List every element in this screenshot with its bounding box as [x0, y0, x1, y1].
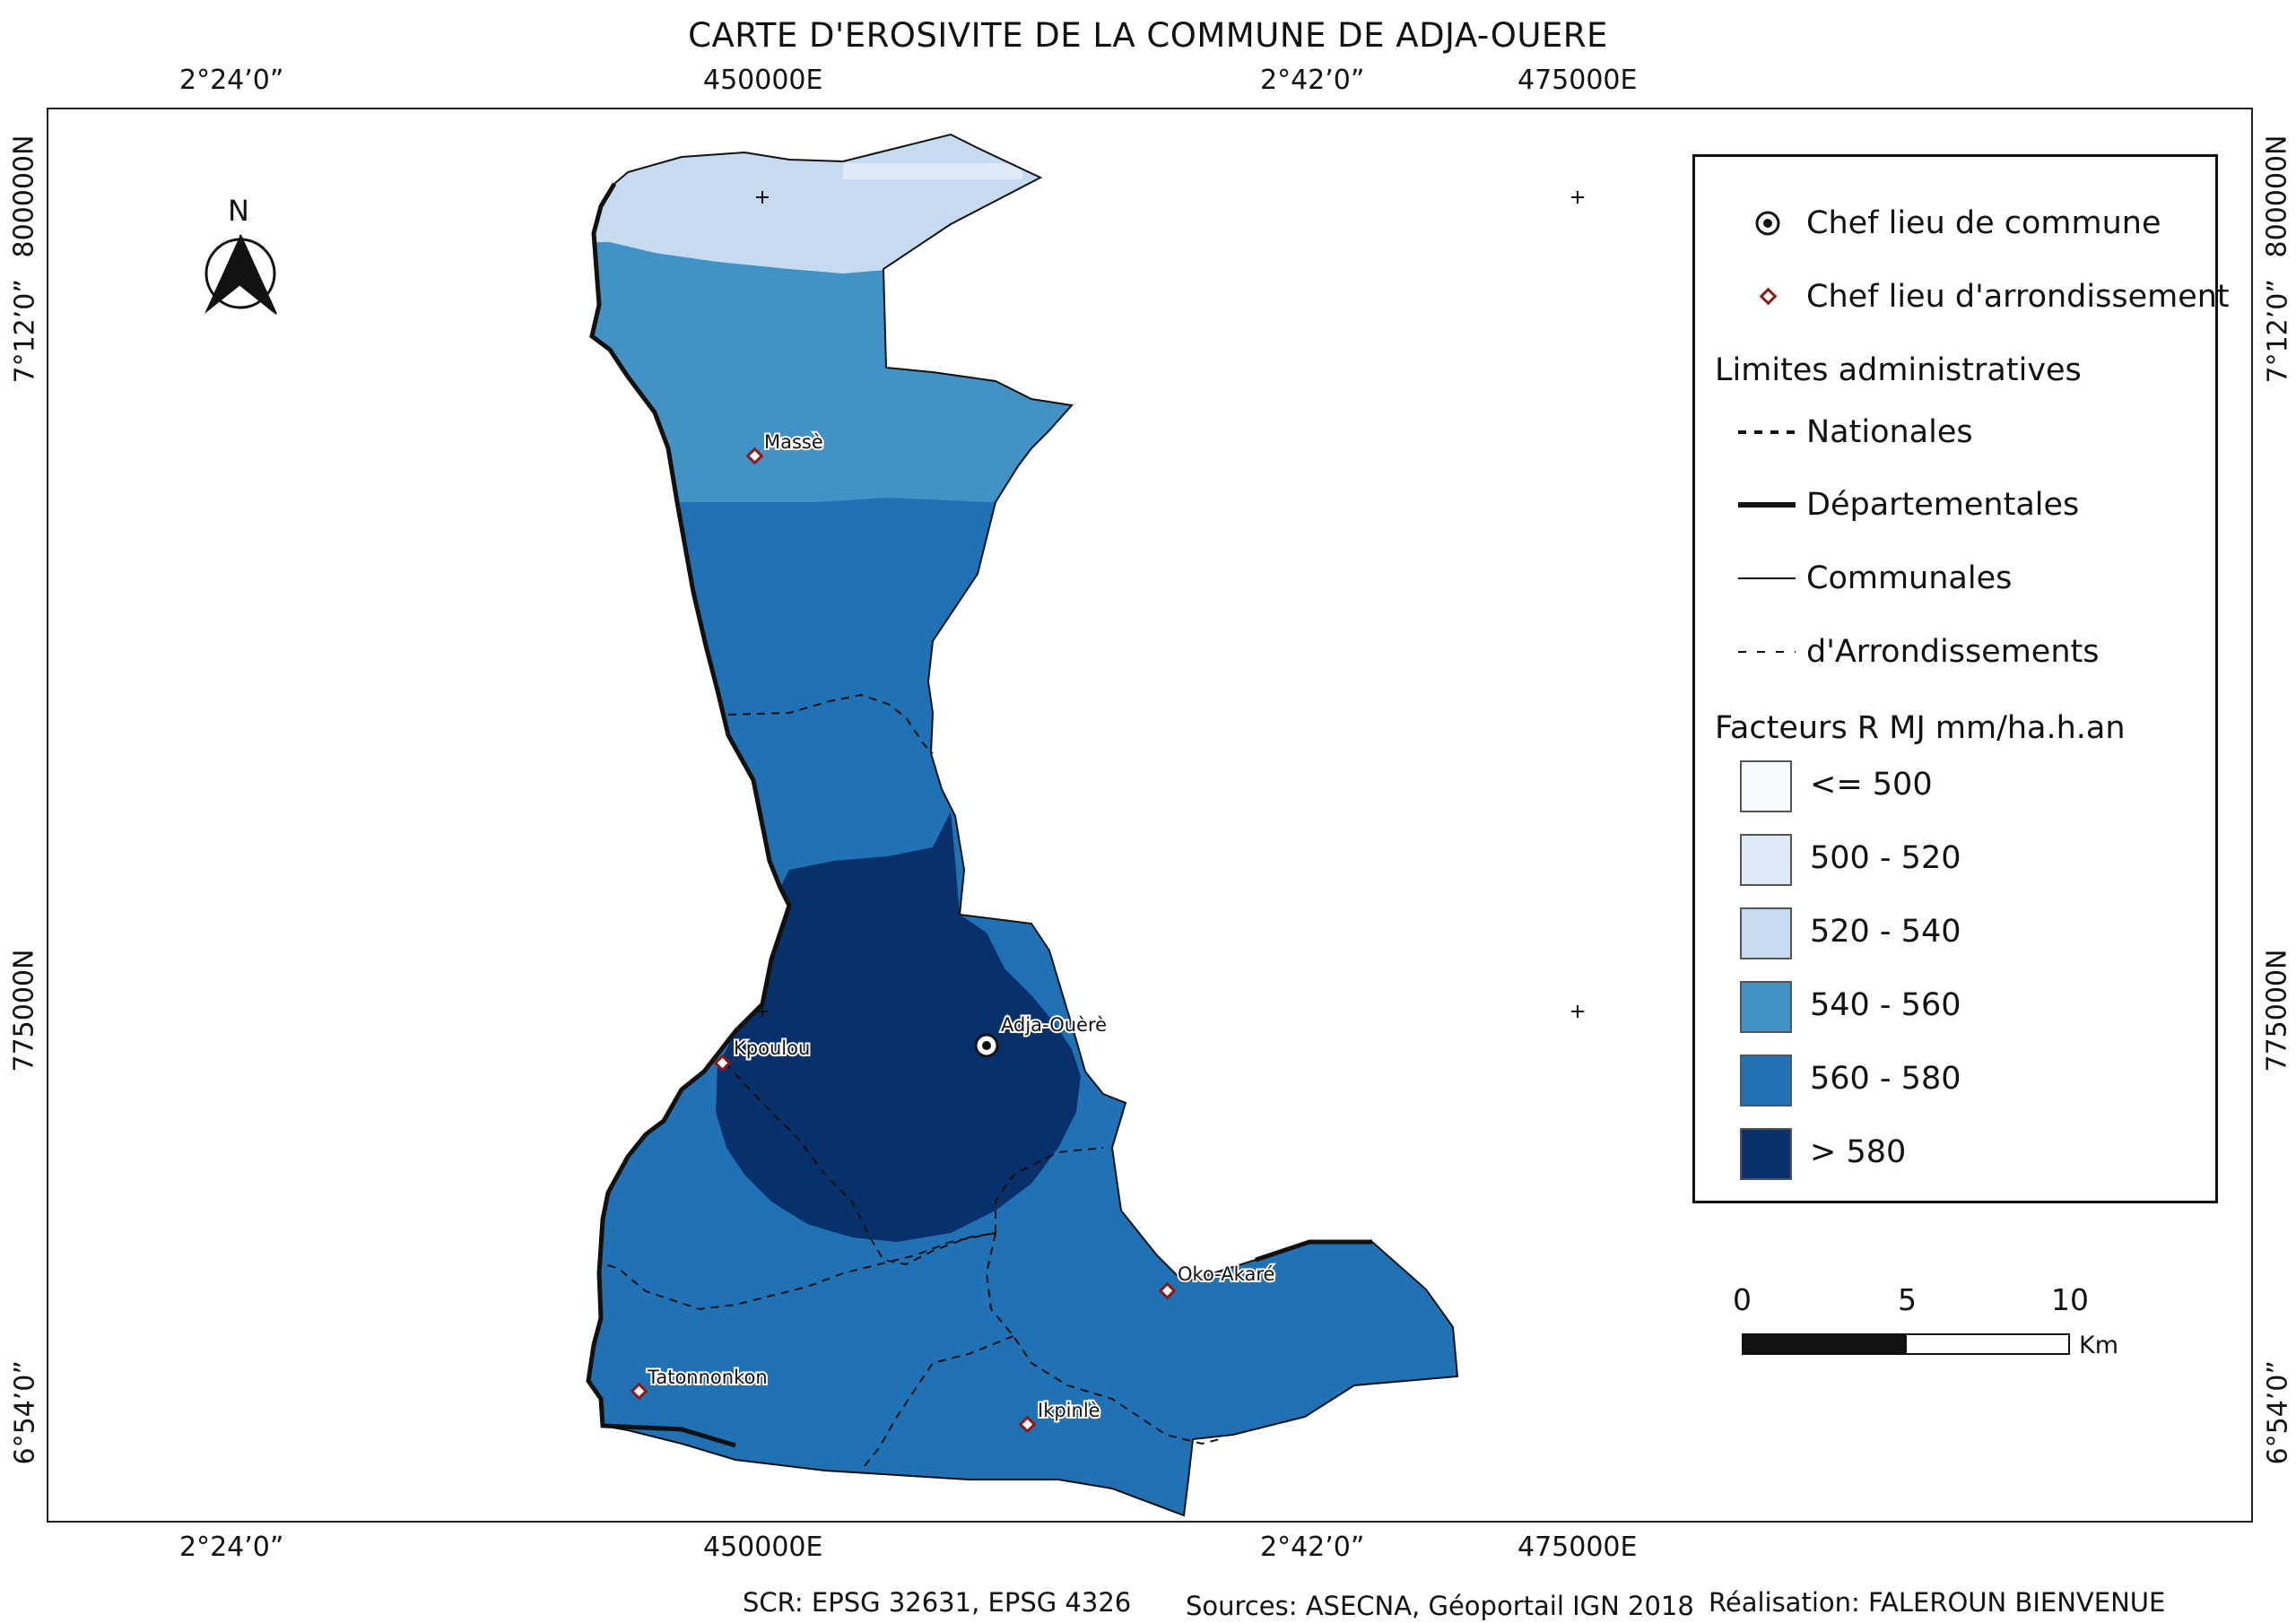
legend-label-arrondissements: d'Arrondissements	[1806, 634, 2100, 670]
erosivity-classes	[588, 135, 1457, 1515]
legend-label-nationales: Nationales	[1806, 414, 1973, 450]
legend-swatch-500-520	[1740, 834, 1792, 886]
chef-lieu-commune-marker	[974, 1033, 999, 1058]
grid-label-bottom-east2: 475000E	[1518, 1532, 1638, 1563]
legend-label-arrondissement: Chef lieu d'arrondissement	[1806, 279, 2230, 315]
footer-realisation: Réalisation: FALEROUN BIENVENUE	[1709, 1587, 2166, 1618]
footer-scr: SCR: EPSG 32631, EPSG 4326	[743, 1587, 1132, 1618]
arrondissement-markers	[630, 447, 1177, 1434]
legend-title-limites: Limites administratives	[1715, 352, 2082, 388]
legend-label-departementales: Départementales	[1806, 487, 2080, 523]
grid-label-top-lon1: 2°24’0”	[179, 65, 284, 96]
legend-arrondissement-icon	[1759, 287, 1778, 306]
legend-swatch-560-580	[1740, 1055, 1792, 1107]
legend-swatch-gt-580	[1740, 1128, 1792, 1180]
class-520-540	[588, 135, 1457, 273]
north-arrow-icon: N	[204, 194, 277, 315]
footer-sources: Sources: ASECNA, Géoportail IGN 2018	[1186, 1591, 1694, 1621]
grid-label-top-east1: 450000E	[703, 65, 823, 96]
grid-label-top-east2: 475000E	[1518, 65, 1638, 96]
grid-label-bottom-lon1: 2°24’0”	[179, 1532, 284, 1563]
place-label-adja-ouere: Adja-Ouèrè	[1001, 1014, 1107, 1036]
legend-class-label-le-500: <= 500	[1810, 767, 1933, 803]
scale-bar	[1742, 1333, 2070, 1355]
legend-class-label-560-580: 560 - 580	[1810, 1061, 1961, 1097]
place-label-oko-akare: Oko-Akaré	[1178, 1263, 1274, 1285]
marker-tatonnonkon	[630, 1382, 648, 1401]
graticule-crosses	[756, 191, 1584, 1018]
marker-kpoulou	[713, 1054, 732, 1072]
legend-swatch-le-500	[1740, 760, 1792, 812]
legend-symbols	[1738, 211, 1796, 653]
legend-class-label-520-540: 520 - 540	[1810, 914, 1961, 950]
grid-label-bottom-east1: 450000E	[703, 1532, 823, 1563]
legend-swatch-540-560	[1740, 981, 1792, 1033]
scale-tick-5: 5	[1898, 1282, 1917, 1317]
place-label-kpoulou: Kpoulou	[734, 1037, 810, 1059]
departmental-boundary-east	[1255, 1239, 1372, 1263]
scale-unit: Km	[2079, 1332, 2119, 1359]
departmental-boundary-west	[586, 182, 792, 1448]
legend-class-label-gt-580: > 580	[1810, 1134, 1907, 1170]
map-frame	[47, 108, 2253, 1523]
scale-tick-10: 10	[2051, 1282, 2089, 1317]
legend-class-label-540-560: 540 - 560	[1810, 987, 1961, 1023]
grid-label-bottom-lon2: 2°42’0”	[1260, 1532, 1365, 1563]
legend-label-commune: Chef lieu de commune	[1806, 205, 2161, 241]
class-gt-580	[716, 812, 1081, 1242]
arrondissement-boundaries	[604, 693, 1221, 1471]
legend-class-label-500-520: 500 - 520	[1810, 840, 1961, 876]
grid-label-top-lon2: 2°42’0”	[1260, 65, 1365, 96]
legend-title-factor: Facteurs R MJ mm/ha.h.an	[1715, 710, 2126, 746]
marker-masse	[745, 447, 764, 465]
marker-ikpinle	[1018, 1415, 1037, 1434]
place-label-tatonnonkon: Tatonnonkon	[647, 1367, 768, 1388]
class-500-520	[843, 163, 1022, 179]
map-title: CARTE D'EROSIVITE DE LA COMMUNE DE ADJA-…	[688, 16, 1608, 55]
place-label-masse: Massè	[764, 431, 823, 453]
place-label-ikpinle: Ikpinlè	[1038, 1400, 1100, 1421]
legend-label-communales: Communales	[1806, 560, 2013, 596]
legend-commune-icon	[1755, 211, 1780, 236]
legend-box: Chef lieu de commune Chef lieu d'arrondi…	[1692, 154, 2230, 1203]
scale-tick-0: 0	[1733, 1282, 1752, 1317]
legend-swatch-520-540	[1740, 907, 1792, 959]
marker-oko-akare	[1158, 1281, 1177, 1300]
north-arrow-label: N	[228, 194, 249, 228]
